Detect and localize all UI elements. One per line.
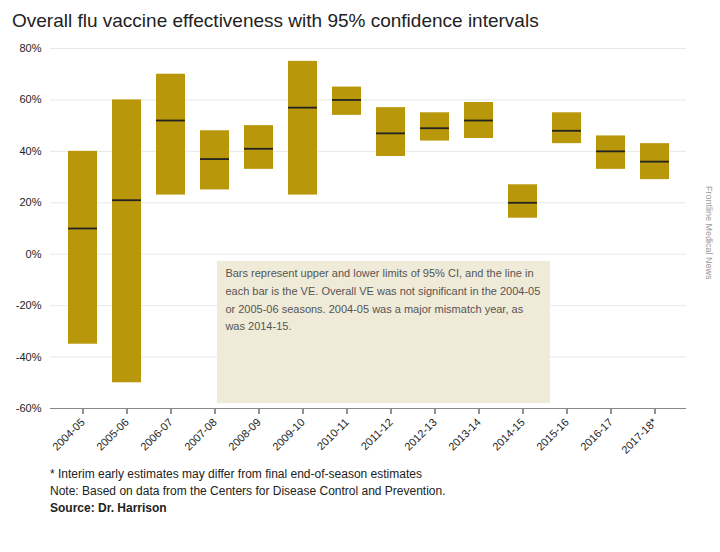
svg-text:2015-16: 2015-16 — [534, 416, 571, 453]
svg-text:2007-08: 2007-08 — [182, 416, 219, 453]
html-text:Frontline Medical News: Frontline Medical News — [704, 186, 714, 280]
svg-text:2012-13: 2012-13 — [402, 416, 439, 453]
svg-text:60%: 60% — [19, 93, 41, 105]
svg-text:2017-18*: 2017-18* — [619, 415, 660, 456]
svg-text:2008-09: 2008-09 — [226, 416, 263, 453]
html-text:* Interim early estimates may: * Interim early estimates may differ fro… — [50, 467, 422, 481]
html-text:Bars represent upper and lower: Bars represent upper and lower limits of… — [225, 267, 541, 333]
svg-text:-60%: -60% — [16, 402, 42, 414]
html-text:Overall flu vaccine effectiven: Overall flu vaccine effectiveness with 9… — [12, 10, 539, 31]
svg-text:40%: 40% — [19, 145, 41, 157]
svg-text:2005-06: 2005-06 — [94, 416, 131, 453]
svg-text:2006-07: 2006-07 — [138, 416, 175, 453]
svg-text:2010-11: 2010-11 — [314, 416, 350, 452]
svg-text:2009-10: 2009-10 — [270, 416, 307, 453]
svg-text:80%: 80% — [19, 42, 41, 54]
svg-text:2013-14: 2013-14 — [446, 416, 483, 453]
svg-text:20%: 20% — [19, 196, 41, 208]
svg-text:0%: 0% — [26, 248, 42, 260]
svg-text:-40%: -40% — [16, 351, 42, 363]
html-text:Note: Based on data from the C: Note: Based on data from the Centers for… — [50, 484, 446, 498]
svg-text:2004-05: 2004-05 — [50, 416, 87, 453]
svg-text:-20%: -20% — [16, 299, 42, 311]
svg-text:2011-12: 2011-12 — [358, 416, 394, 452]
html-text:Source: Dr. Harrison: Source: Dr. Harrison — [50, 501, 167, 515]
svg-text:2014-15: 2014-15 — [490, 416, 527, 453]
svg-text:2016-17: 2016-17 — [578, 416, 615, 453]
